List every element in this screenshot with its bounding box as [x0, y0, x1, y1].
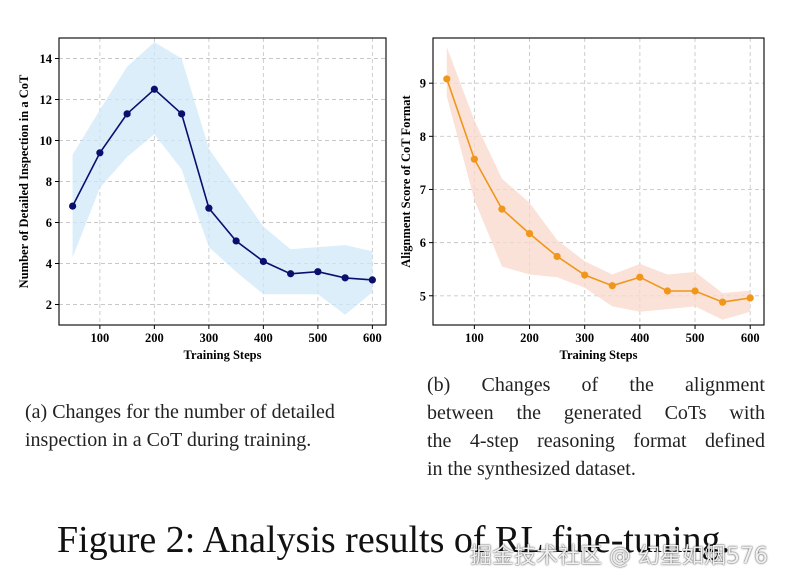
data-point: [636, 273, 644, 281]
chart-b-x-axis-title: Training Steps: [560, 348, 638, 362]
data-point: [608, 282, 616, 290]
subcaption-a-label: (a): [25, 401, 48, 423]
chart-b-points: [443, 75, 754, 306]
data-point: [443, 75, 451, 83]
y-tick-label: 6: [420, 236, 426, 250]
chart-b-y-axis-title: Alignment Score of CoT Format: [399, 94, 413, 267]
y-tick-label: 12: [40, 93, 53, 107]
chart-a-y-axis-title: Number of Detailed Inspection in a CoT: [17, 74, 31, 288]
subcaption-b-line-1: (b) Changes of the alignment: [427, 374, 765, 396]
chart-a-series-line: [71, 88, 373, 281]
y-tick-label: 8: [420, 130, 426, 144]
y-tick-label: 2: [46, 298, 52, 312]
subcaption-b-line-3: the 4-step reasoning format defined: [427, 430, 765, 452]
data-point: [553, 252, 561, 261]
chart-b-plot-frame: [432, 37, 765, 326]
data-point: [498, 205, 506, 213]
figure-caption: Figure 2: Analysis results of RL fine-tu…: [57, 519, 731, 561]
y-tick-label: 8: [46, 175, 52, 189]
chart-a-points: [69, 85, 376, 284]
y-tick-label: 14: [40, 52, 53, 66]
y-tick-label: 4: [46, 257, 53, 271]
data-point: [746, 294, 754, 302]
data-point: [314, 268, 322, 276]
data-point: [470, 155, 478, 163]
y-tick-label: 10: [40, 134, 53, 148]
x-tick-label: 100: [465, 331, 484, 345]
data-point: [69, 202, 77, 210]
chart-a-detailed-inspection: 100 200 300 400 500 600 2 4 6 8 10 12 14 Training S…: [17, 37, 387, 362]
chart-b-confidence-band: [446, 47, 751, 320]
data-point: [205, 204, 213, 212]
y-tick-label: 7: [420, 183, 426, 197]
x-tick-label: 600: [363, 331, 382, 345]
subcaption-a-text-2: inspection in a CoT during training.: [25, 429, 312, 451]
x-tick-label: 500: [309, 331, 328, 345]
y-tick-label: 5: [420, 289, 426, 303]
x-tick-label: 200: [145, 331, 164, 345]
chart-b-x-ticks: 100 200 300 400 500 600: [465, 325, 760, 345]
x-tick-label: 300: [575, 331, 594, 345]
watermark: 掘金技术社区 @ 幻星如烟576: [470, 544, 768, 569]
x-tick-label: 400: [631, 331, 650, 345]
x-tick-label: 500: [686, 331, 705, 345]
chart-a-x-axis-title: Training Steps: [184, 348, 262, 362]
chart-b-series-line: [446, 78, 751, 303]
data-point: [719, 298, 727, 306]
data-point: [232, 237, 240, 245]
y-tick-label: 6: [46, 216, 52, 230]
x-tick-label: 300: [200, 331, 219, 345]
data-point: [259, 257, 267, 266]
data-point: [123, 110, 131, 118]
subcaption-b-line-4: in the synthesized dataset.: [427, 458, 636, 480]
data-point: [287, 270, 295, 278]
data-point: [341, 274, 349, 282]
data-point: [368, 276, 376, 284]
chart-a-confidence-band: [72, 42, 373, 315]
subcaption-b: (b) Changes of the alignment between the…: [427, 371, 765, 483]
x-tick-label: 600: [741, 331, 760, 345]
chart-a-x-ticks: 100 200 300 400 500 600: [91, 325, 382, 345]
subcaption-a: (a) Changes for the number of detailed in…: [25, 398, 405, 454]
data-point: [691, 287, 699, 295]
chart-a-y-ticks: 2 4 6 8 10 12 14: [40, 52, 59, 312]
data-point: [525, 229, 534, 238]
subcaption-a-text-1: Changes for the number of detailed: [47, 401, 335, 423]
x-tick-label: 400: [254, 331, 273, 345]
data-point: [96, 149, 104, 157]
data-point: [581, 271, 589, 279]
x-tick-label: 100: [91, 331, 110, 345]
data-point: [150, 85, 158, 93]
y-tick-label: 9: [420, 77, 426, 91]
x-tick-label: 200: [520, 331, 539, 345]
subcaption-b-line-2: between the generated CoTs with: [427, 402, 765, 424]
chart-b-y-ticks: 5 6 7 8 9: [420, 77, 433, 303]
data-point: [663, 287, 672, 295]
data-point: [178, 110, 186, 118]
